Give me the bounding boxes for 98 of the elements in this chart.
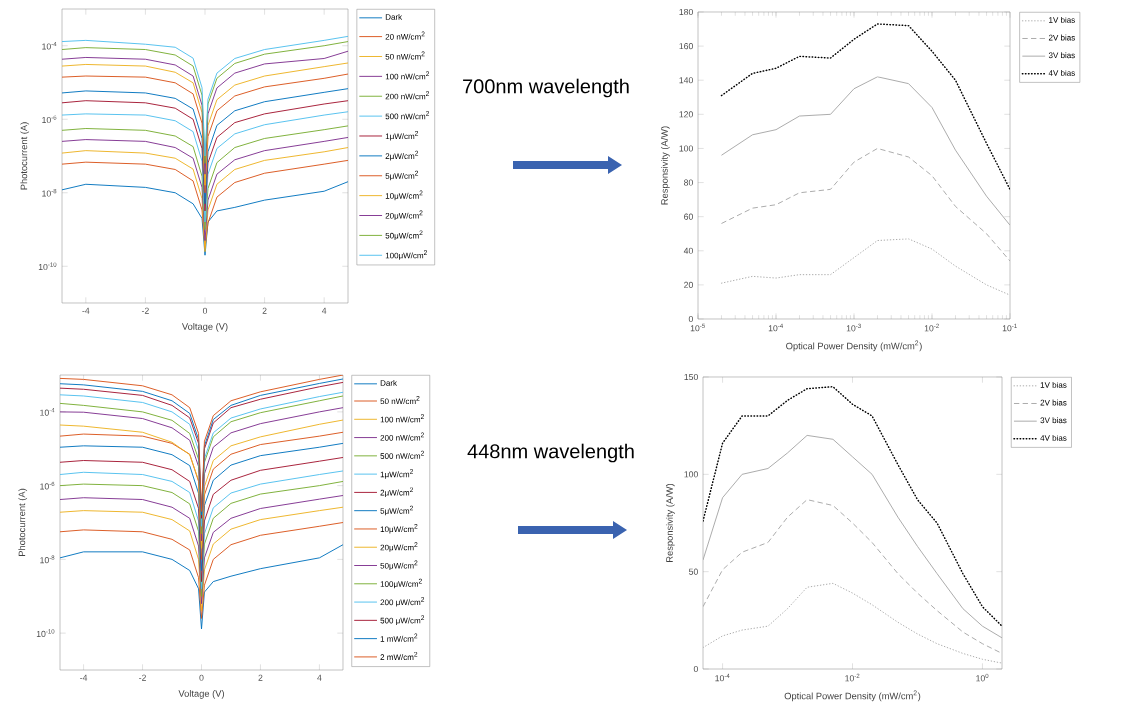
y-tick-label: 10$^{-4}$ [42, 41, 57, 50]
legend-label: 100μW/cm$^{2}$ [380, 578, 422, 589]
y-tick-label: 60 [684, 213, 693, 220]
legend-label: 50 nW/cm$^{2}$ [385, 51, 425, 60]
x-tick-label: -4 [82, 307, 90, 314]
legend-label: 2 mW/cm$^{2}$ [380, 651, 418, 660]
x-tick-label: -2 [139, 674, 146, 681]
text: 700nm wavelength [463, 78, 629, 98]
x-tick-label: -2 [141, 307, 149, 314]
y-tick-label: 120 [679, 111, 693, 118]
x-tick-label: 10$^{-4}$ [768, 323, 784, 332]
legend-label: 500 nW/cm$^{2}$ [380, 450, 424, 459]
x-tick-label: 10$^{-4}$ [715, 673, 730, 682]
y-axis-title: Responsivity (A/W) [660, 126, 670, 205]
legend-label: 3V bias [1048, 52, 1075, 59]
x-axis-title: Voltage (V) [178, 690, 224, 699]
line-series [62, 100, 348, 212]
y-tick-label: 40 [683, 247, 693, 254]
legend-label: 1 mW/cm$^{2}$ [380, 633, 418, 642]
legend-label: 10μW/cm$^{2}$ [385, 190, 423, 201]
y-tick-label: 20 [684, 281, 693, 288]
line-series [62, 147, 348, 253]
x-tick-label: 0 [202, 307, 208, 314]
y-tick-label: 80 [684, 179, 693, 186]
legend-label: Dark [380, 379, 398, 386]
y-tick-label: 10$^{-8}$ [42, 188, 57, 197]
legend-label: 20 nW/cm$^{2}$ [385, 31, 425, 40]
line-series [62, 88, 348, 205]
text: 448nm wavelength [467, 443, 634, 463]
y-tick-label: 180 [679, 8, 693, 16]
x-tick-label: 10$^{-3}$ [846, 323, 861, 332]
x-axis-title: Optical Power Density (mW/cm$^{2}$) [786, 340, 922, 352]
line-series [62, 111, 348, 223]
legend-label: 200 nW/cm$^{2}$ [380, 432, 424, 441]
legend-label: 2V bias [1048, 34, 1075, 41]
legend-label: 3V bias [1040, 417, 1067, 424]
line-series [62, 125, 348, 230]
legend-label: 200 nW/cm$^{2}$ [385, 91, 430, 100]
y-tick-label: 10$^{-4}$ [40, 408, 55, 416]
legend-label: 500 nW/cm$^{2}$ [385, 111, 430, 120]
x-tick-label: 2 [262, 307, 267, 314]
y-axis-title: Photocurrent (A) [20, 122, 30, 190]
y-tick-label: 50 [689, 568, 698, 575]
legend-label: 50μW/cm$^{2}$ [380, 560, 418, 571]
legend-label: 1μW/cm$^{2}$ [380, 469, 413, 479]
legend-label: 500 μW/cm$^{2}$ [380, 615, 425, 625]
line-series [62, 181, 348, 256]
y-tick-label: 160 [679, 43, 693, 50]
legend-label: 1μW/cm$^{2}$ [385, 130, 419, 141]
y-tick-label: 150 [684, 373, 698, 381]
x-tick-label: 0 [199, 674, 204, 681]
line-series [62, 136, 348, 242]
x-tick-label: 4 [321, 307, 327, 314]
x-tick-label: 10$^{0}$ [976, 673, 989, 682]
y-tick-label: 10$^{-8}$ [40, 555, 55, 564]
line-series [60, 522, 343, 619]
y-tick-label: 140 [679, 77, 693, 84]
legend-label: 4V bias [1040, 434, 1067, 441]
legend-label: 50 nW/cm$^{2}$ [380, 395, 420, 405]
x-tick-label: 2 [258, 674, 263, 681]
legend-label: 2μW/cm$^{2}$ [385, 150, 419, 161]
x-axis-title: Voltage (V) [181, 323, 228, 332]
legend-label: 100 nW/cm$^{2}$ [385, 71, 430, 80]
legend-label: Dark [385, 13, 403, 20]
legend-label: 100 nW/cm$^{2}$ [380, 414, 424, 423]
legend-label: 2V bias [1040, 399, 1067, 406]
y-tick-label: 10$^{-10}$ [38, 262, 57, 271]
legend-label: 1V bias [1049, 16, 1075, 23]
x-tick-label: 10$^{-5}$ [690, 323, 705, 332]
legend-label: 5μW/cm$^{2}$ [380, 505, 413, 516]
y-axis-title: Responsivity (A/W) [665, 483, 675, 562]
line-series [60, 495, 343, 605]
y-tick-label: 100 [679, 145, 693, 152]
line-series [60, 544, 343, 630]
y-tick-label: 10$^{-6}$ [42, 115, 57, 124]
x-axis-title: Optical Power Density (mW/cm$^{2}$) [784, 690, 921, 702]
legend-label: 10μW/cm$^{2}$ [380, 523, 418, 534]
legend-label: 5μW/cm$^{2}$ [385, 170, 419, 181]
legend-label: 50μW/cm$^{2}$ [385, 230, 423, 240]
x-tick-label: 4 [317, 674, 322, 681]
legend-label: 20μW/cm$^{2}$ [380, 542, 418, 552]
legend-label: 200 μW/cm$^{2}$ [380, 597, 425, 607]
x-tick-label: 10$^{-2}$ [924, 323, 939, 332]
legend-label: 20μW/cm$^{2}$ [385, 210, 423, 221]
legend-label: 1V bias [1040, 381, 1067, 388]
legend-label: 100μW/cm$^{2}$ [385, 250, 427, 260]
legend-label: 4V bias [1048, 69, 1075, 76]
y-axis-title: Photocurrent (A) [18, 488, 28, 556]
y-tick-label: 10$^{-10}$ [36, 629, 55, 637]
x-tick-label: -4 [80, 674, 88, 681]
line-series [60, 506, 343, 612]
legend-label: 2μW/cm$^{2}$ [380, 487, 413, 497]
y-tick-label: 10$^{-6}$ [40, 481, 55, 490]
y-tick-label: 0 [688, 315, 693, 323]
x-tick-label: 10$^{-2}$ [845, 673, 860, 682]
y-tick-label: 0 [693, 665, 698, 673]
y-tick-label: 100 [684, 471, 698, 478]
x-tick-label: 10$^{-1}$ [1002, 323, 1017, 332]
